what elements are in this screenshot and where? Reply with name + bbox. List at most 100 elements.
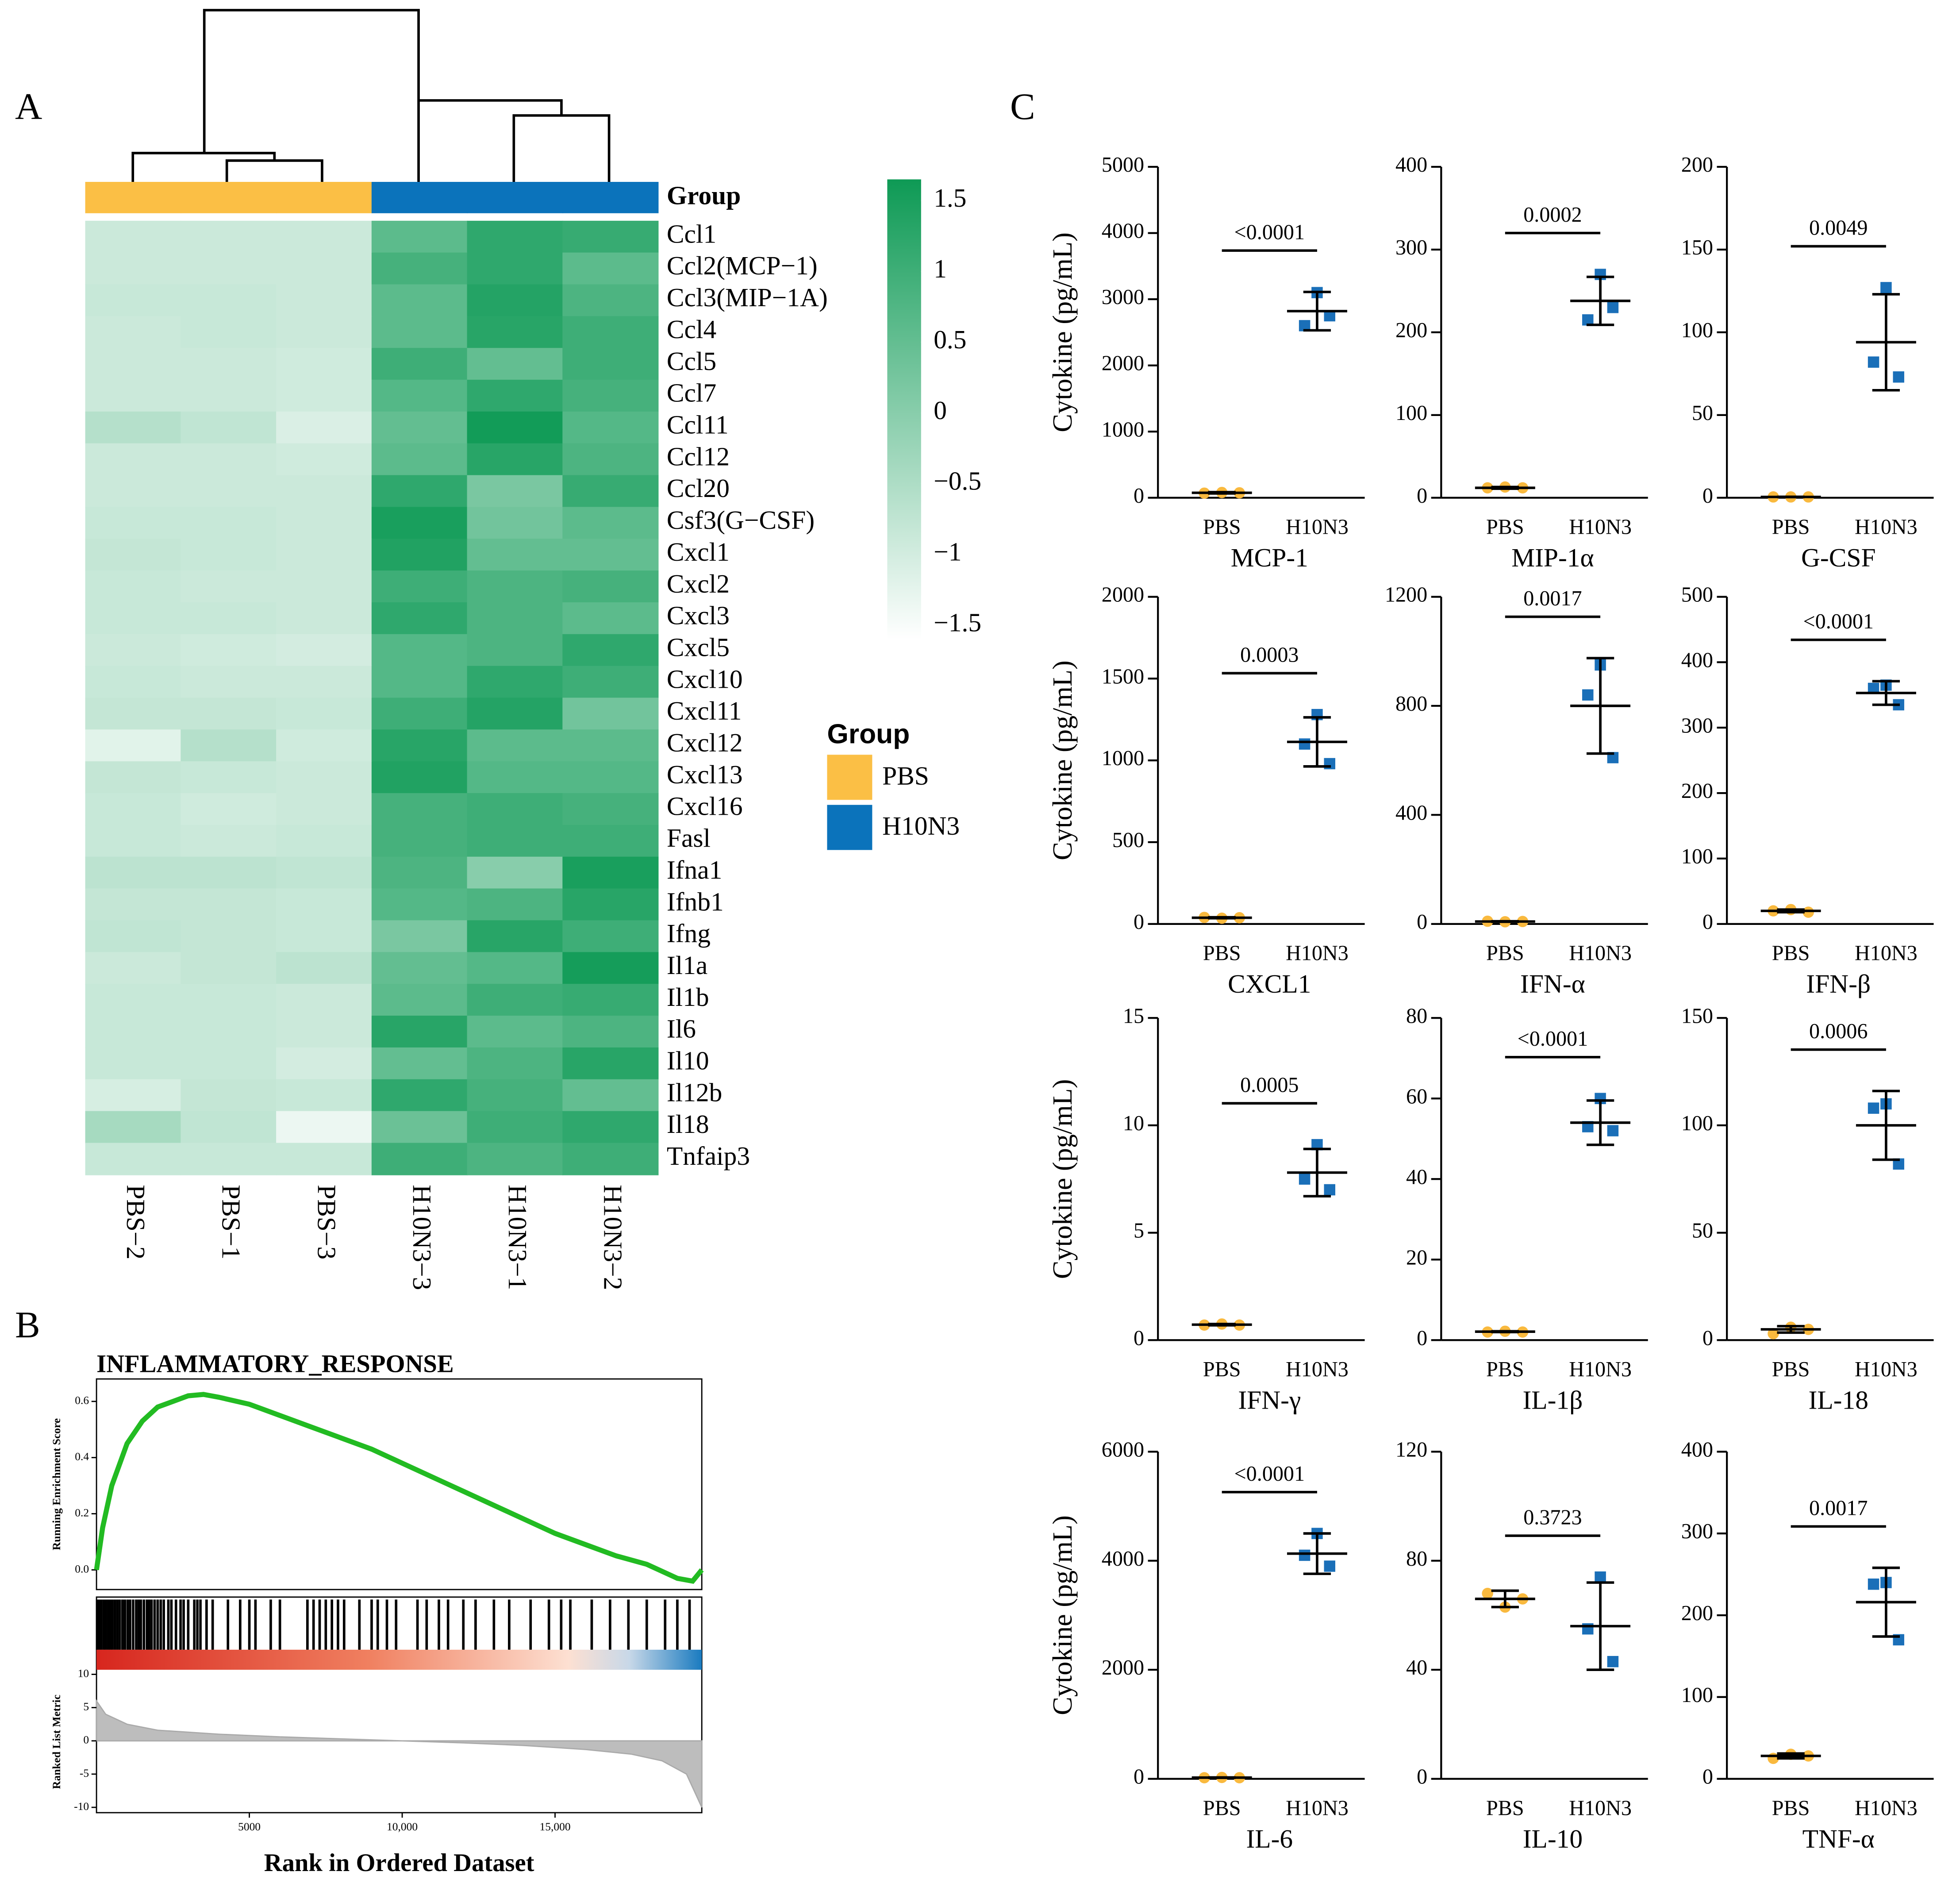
heatmap-cell [467, 793, 563, 826]
heatmap-cell [467, 952, 563, 985]
y-tick-label: 0 [1134, 484, 1144, 508]
heatmap-cell [562, 920, 659, 953]
heatmap-cell [85, 539, 181, 571]
heatmap-cell [181, 984, 277, 1017]
heatmap-cell [85, 1143, 181, 1175]
heatmap-cell [276, 570, 373, 603]
heatmap-cell [371, 539, 468, 571]
heatmap-cell [562, 411, 659, 444]
heatmap-cell [562, 824, 659, 858]
heatmap-cell [85, 570, 181, 603]
heatmap-cell [85, 220, 181, 254]
data-point [1595, 1571, 1606, 1583]
x-axis-label: IL-10 [1523, 1824, 1583, 1853]
x-axis-label: IFN-γ [1238, 1386, 1301, 1415]
p-value: 0.0017 [1523, 587, 1582, 610]
heatmap-cell [467, 348, 563, 381]
row-label: Cxcl5 [667, 632, 730, 662]
p-value: 0.3723 [1523, 1506, 1582, 1529]
row-label: Il1a [667, 951, 707, 980]
heatmap-cell [371, 952, 468, 985]
p-value: 0.0005 [1240, 1073, 1299, 1097]
heatmap-cell [85, 443, 181, 476]
row-label: Il18 [667, 1109, 709, 1139]
heatmap-cell [276, 1047, 373, 1080]
heatmap-cell [467, 252, 563, 285]
heatmap-cell [562, 220, 659, 254]
row-label: Ccl2(MCP−1) [667, 251, 818, 280]
heatmap-cell [467, 602, 563, 635]
heatmap-cell [371, 570, 468, 603]
x-tick-label: PBS [1203, 516, 1241, 539]
data-point [1299, 738, 1311, 750]
y2-tick-label: 5 [83, 1700, 89, 1713]
panel-label: C [1010, 86, 1035, 127]
legend-title: Group [827, 719, 910, 749]
heatmap-cell [371, 1047, 468, 1080]
heatmap-cell [85, 1079, 181, 1112]
heatmap-cell [562, 634, 659, 667]
heatmap-cell [276, 539, 373, 571]
y-tick-label: 60 [1406, 1085, 1427, 1108]
heatmap-cell [181, 380, 277, 412]
column-label: PBS−2 [121, 1185, 150, 1259]
y-tick-label: 40 [1406, 1165, 1427, 1189]
y-tick-label: 500 [1681, 583, 1713, 607]
heatmap-cell [562, 793, 659, 826]
panel-label: B [15, 1304, 40, 1346]
heatmap-cell [276, 602, 373, 635]
x-tick-label: H10N3 [1286, 1358, 1349, 1381]
x-axis-label: IL-18 [1809, 1386, 1868, 1415]
heatmap-cell [371, 761, 468, 794]
y-tick-label: 300 [1395, 236, 1427, 259]
row-label: Cxcl10 [667, 664, 743, 693]
heatmap-cell [181, 443, 277, 476]
heatmap-cell [371, 1079, 468, 1112]
y2-axis-label: Ranked List Metric [50, 1694, 63, 1789]
row-label: Ccl1 [667, 219, 716, 248]
heatmap-cell [562, 1016, 659, 1048]
heatmap-cell [85, 1047, 181, 1080]
row-label: Ifnb1 [667, 887, 724, 916]
y-tick-label: 4000 [1102, 1547, 1144, 1571]
heatmap-cell [181, 697, 277, 730]
heatmap-cell [85, 348, 181, 381]
panel-label: A [15, 86, 42, 127]
y-tick-label: 200 [1681, 1602, 1713, 1625]
row-label: Cxcl3 [667, 601, 730, 630]
heatmap-cell [562, 252, 659, 285]
x-tick-label: H10N3 [1855, 1358, 1918, 1381]
y-tick-label: 1200 [1385, 583, 1427, 607]
x-axis-label: MIP-1α [1511, 543, 1594, 572]
heatmap-cell [562, 507, 659, 539]
row-label: Cxcl2 [667, 569, 730, 598]
heatmap-cell [276, 761, 373, 794]
x-tick-label: H10N3 [1569, 942, 1632, 965]
heatmap-cell [371, 824, 468, 858]
y-tick-label: 50 [1692, 401, 1713, 425]
heatmap-cell [276, 380, 373, 412]
p-value: 0.0006 [1809, 1020, 1868, 1043]
x-tick-label: 5000 [238, 1820, 261, 1833]
x-tick-label: 15,000 [539, 1820, 570, 1833]
group-cell [467, 182, 563, 213]
heatmap-cell [181, 475, 277, 508]
heatmap-cell [371, 475, 468, 508]
heatmap-cell [181, 1016, 277, 1048]
data-point [1868, 356, 1879, 368]
y-tick-label: 0 [1703, 910, 1713, 934]
y-tick-label: 100 [1681, 1112, 1713, 1135]
heatmap-cell [276, 666, 373, 698]
legend-swatch [827, 805, 872, 850]
heatmap-cell [181, 411, 277, 444]
row-label: Cxcl12 [667, 728, 743, 757]
data-point [1868, 1578, 1879, 1590]
y-axis-label: Cytokine (pg/mL) [1047, 1079, 1078, 1279]
heatmap-cell [181, 1143, 277, 1175]
y-tick-label: 0 [1417, 1326, 1427, 1350]
y-tick-label: 400 [1395, 801, 1427, 824]
y-tick-label: 3000 [1102, 285, 1144, 309]
heatmap-cell [181, 856, 277, 890]
data-point [1607, 1656, 1619, 1667]
heatmap-cell [467, 411, 563, 444]
